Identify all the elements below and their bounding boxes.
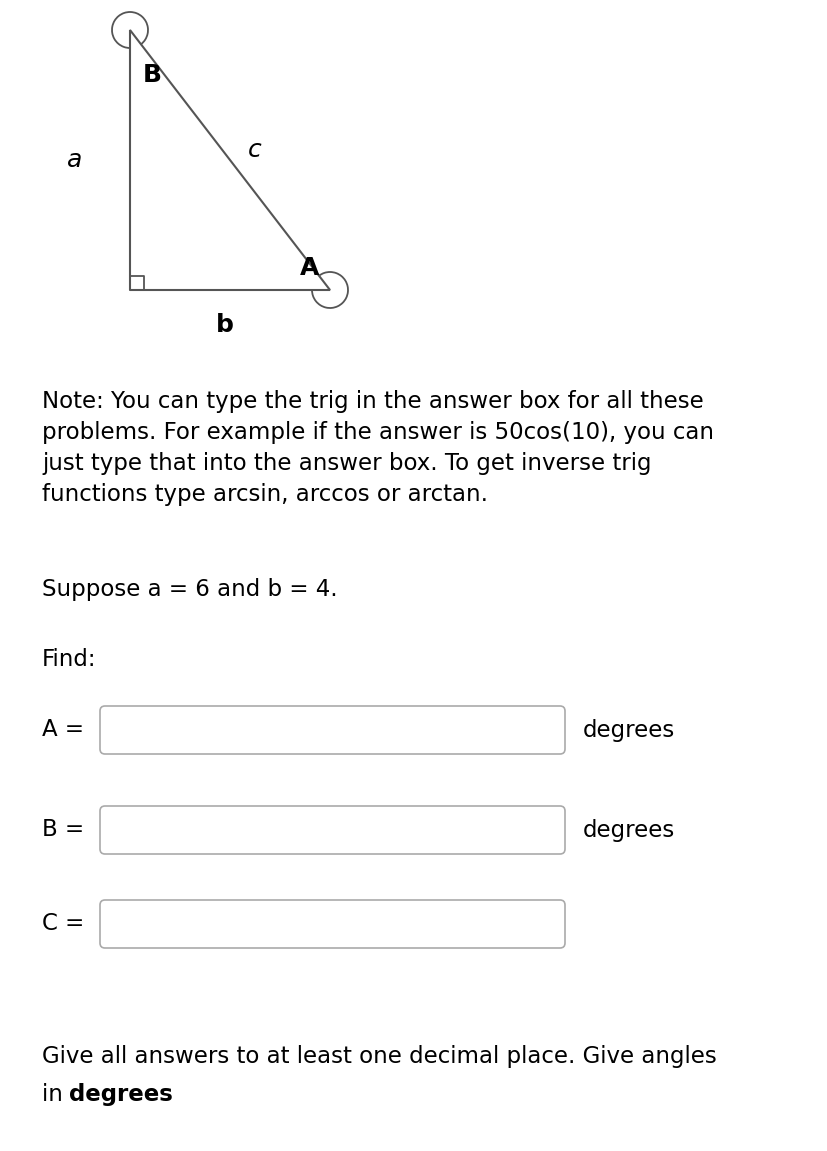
FancyBboxPatch shape [100,900,564,948]
FancyBboxPatch shape [100,806,564,854]
Text: Suppose a = 6 and b = 4.: Suppose a = 6 and b = 4. [42,578,337,601]
Text: C =: C = [42,913,84,936]
Text: B: B [142,63,161,87]
Text: b: b [216,313,234,337]
Text: a: a [67,148,83,171]
Text: degrees: degrees [69,1083,173,1106]
FancyBboxPatch shape [100,706,564,754]
Text: c: c [248,138,261,162]
Text: Give all answers to at least one decimal place. Give angles: Give all answers to at least one decimal… [42,1045,716,1068]
Text: Note: You can type the trig in the answer box for all these
problems. For exampl: Note: You can type the trig in the answe… [42,390,713,506]
Text: B =: B = [42,818,84,841]
Text: degrees: degrees [582,718,675,741]
Text: Find:: Find: [42,648,97,671]
Text: degrees: degrees [582,818,675,841]
Text: A =: A = [42,718,84,741]
Text: in: in [42,1083,70,1106]
Text: A: A [300,256,319,280]
